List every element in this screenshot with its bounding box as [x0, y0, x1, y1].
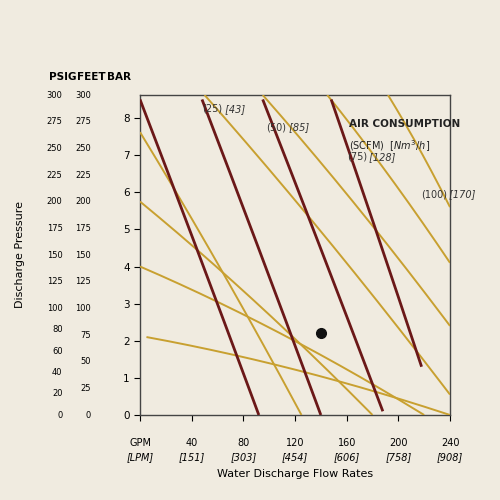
Text: (50): (50) — [266, 122, 286, 132]
Text: (75): (75) — [346, 152, 367, 162]
Text: [151]: [151] — [178, 452, 205, 462]
Text: AIR CONSUMPTION: AIR CONSUMPTION — [349, 118, 461, 128]
Text: (SCFM)  $\mathit{[Nm^3/h]}$: (SCFM) $\mathit{[Nm^3/h]}$ — [349, 138, 430, 154]
Text: 275: 275 — [75, 117, 91, 126]
Text: 80: 80 — [52, 325, 62, 334]
Text: 300: 300 — [46, 90, 62, 100]
Text: 80: 80 — [237, 438, 250, 448]
Text: 100: 100 — [76, 304, 91, 313]
Text: 40: 40 — [52, 368, 62, 377]
Text: [85]: [85] — [286, 122, 310, 132]
Text: 25: 25 — [80, 384, 91, 393]
Text: (25): (25) — [202, 104, 222, 114]
Text: Discharge Pressure: Discharge Pressure — [15, 202, 25, 308]
Text: [128]: [128] — [366, 152, 396, 162]
Text: BAR: BAR — [107, 72, 131, 83]
Text: [454]: [454] — [282, 452, 308, 462]
Text: 120: 120 — [286, 438, 304, 448]
Text: 50: 50 — [80, 357, 91, 366]
Text: 200: 200 — [389, 438, 407, 448]
Text: 40: 40 — [186, 438, 198, 448]
Text: 250: 250 — [76, 144, 91, 153]
Text: [43]: [43] — [222, 104, 245, 114]
Text: 125: 125 — [76, 277, 91, 286]
Text: FEET: FEET — [76, 72, 106, 83]
Text: Water Discharge Flow Rates: Water Discharge Flow Rates — [217, 469, 373, 479]
Text: 175: 175 — [75, 224, 91, 233]
Text: [303]: [303] — [230, 452, 256, 462]
Text: 0: 0 — [86, 410, 91, 420]
Text: 20: 20 — [52, 389, 62, 398]
Text: 0: 0 — [58, 410, 62, 420]
Text: 275: 275 — [46, 117, 62, 126]
Text: GPM: GPM — [129, 438, 151, 448]
Text: 225: 225 — [47, 170, 62, 179]
Text: [LPM]: [LPM] — [126, 452, 154, 462]
Text: 175: 175 — [46, 224, 62, 233]
Text: 60: 60 — [52, 346, 62, 356]
Text: 75: 75 — [80, 330, 91, 340]
Text: 250: 250 — [47, 144, 62, 153]
Text: PSIG: PSIG — [49, 72, 76, 83]
Text: [908]: [908] — [437, 452, 463, 462]
Text: [758]: [758] — [385, 452, 411, 462]
Text: [170]: [170] — [446, 189, 476, 199]
Text: 160: 160 — [338, 438, 356, 448]
Text: 240: 240 — [441, 438, 459, 448]
Text: 200: 200 — [76, 197, 91, 206]
Text: 200: 200 — [47, 197, 62, 206]
Text: 150: 150 — [76, 250, 91, 260]
Text: 100: 100 — [47, 304, 62, 313]
Text: 300: 300 — [75, 90, 91, 100]
Text: [606]: [606] — [334, 452, 360, 462]
Text: 150: 150 — [47, 250, 62, 260]
Text: (100): (100) — [422, 189, 448, 199]
Text: 225: 225 — [76, 170, 91, 179]
Text: 125: 125 — [47, 277, 62, 286]
